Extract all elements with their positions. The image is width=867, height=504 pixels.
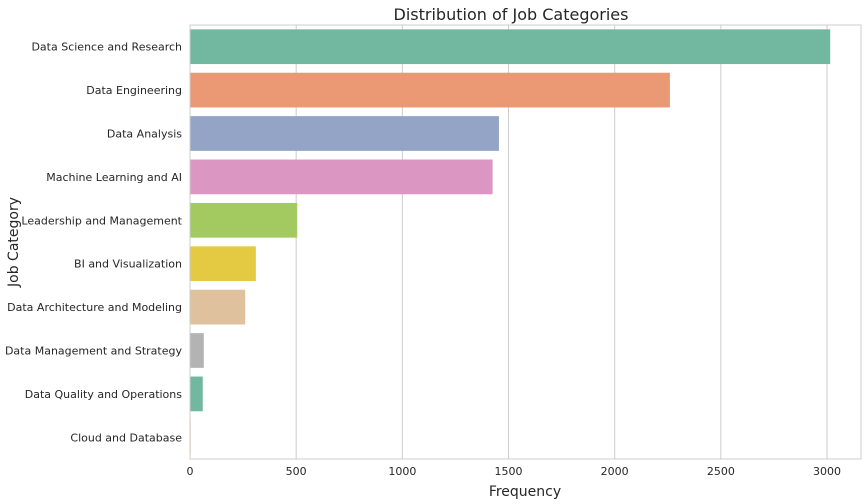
- y-tick-label: Machine Learning and AI: [46, 171, 182, 184]
- x-tick-labels: 0 500 1000 1500 2000 2500 3000: [187, 465, 842, 478]
- x-axis-label: Frequency: [489, 484, 561, 500]
- chart-title: Distribution of Job Categories: [394, 5, 629, 24]
- y-tick-label: Data Management and Strategy: [5, 345, 183, 358]
- x-tick-label: 2500: [707, 465, 735, 478]
- bar: [190, 29, 831, 65]
- y-tick-label: Cloud and Database: [70, 431, 182, 444]
- y-axis-label: Job Category: [6, 197, 22, 288]
- y-tick-label: BI and Visualization: [74, 258, 182, 271]
- bar: [190, 72, 670, 108]
- plot-frame: [189, 24, 862, 460]
- x-tick-label: 0: [187, 465, 194, 478]
- bar: [190, 289, 246, 325]
- x-tick-label: 1000: [388, 465, 416, 478]
- x-tick-label: 500: [286, 465, 307, 478]
- y-tick-label: Data Science and Research: [31, 41, 182, 54]
- y-tick-label: Leadership and Management: [21, 214, 182, 227]
- bar: [190, 202, 298, 238]
- y-tick-label: Data Quality and Operations: [25, 388, 182, 401]
- bar: [190, 159, 493, 195]
- y-tick-labels: Data Science and Research Data Engineerin…: [5, 41, 183, 445]
- x-tick-label: 2000: [601, 465, 629, 478]
- x-tick-label: 1500: [495, 465, 523, 478]
- x-tick-label: 3000: [813, 465, 841, 478]
- bar: [190, 246, 256, 282]
- y-tick-label: Data Engineering: [86, 84, 182, 97]
- y-tick-label: Data Architecture and Modeling: [7, 301, 182, 314]
- bar: [190, 376, 203, 412]
- bar: [190, 116, 499, 151]
- bar: [190, 333, 204, 368]
- y-tick-label: Data Analysis: [107, 128, 182, 141]
- bars: [190, 29, 831, 455]
